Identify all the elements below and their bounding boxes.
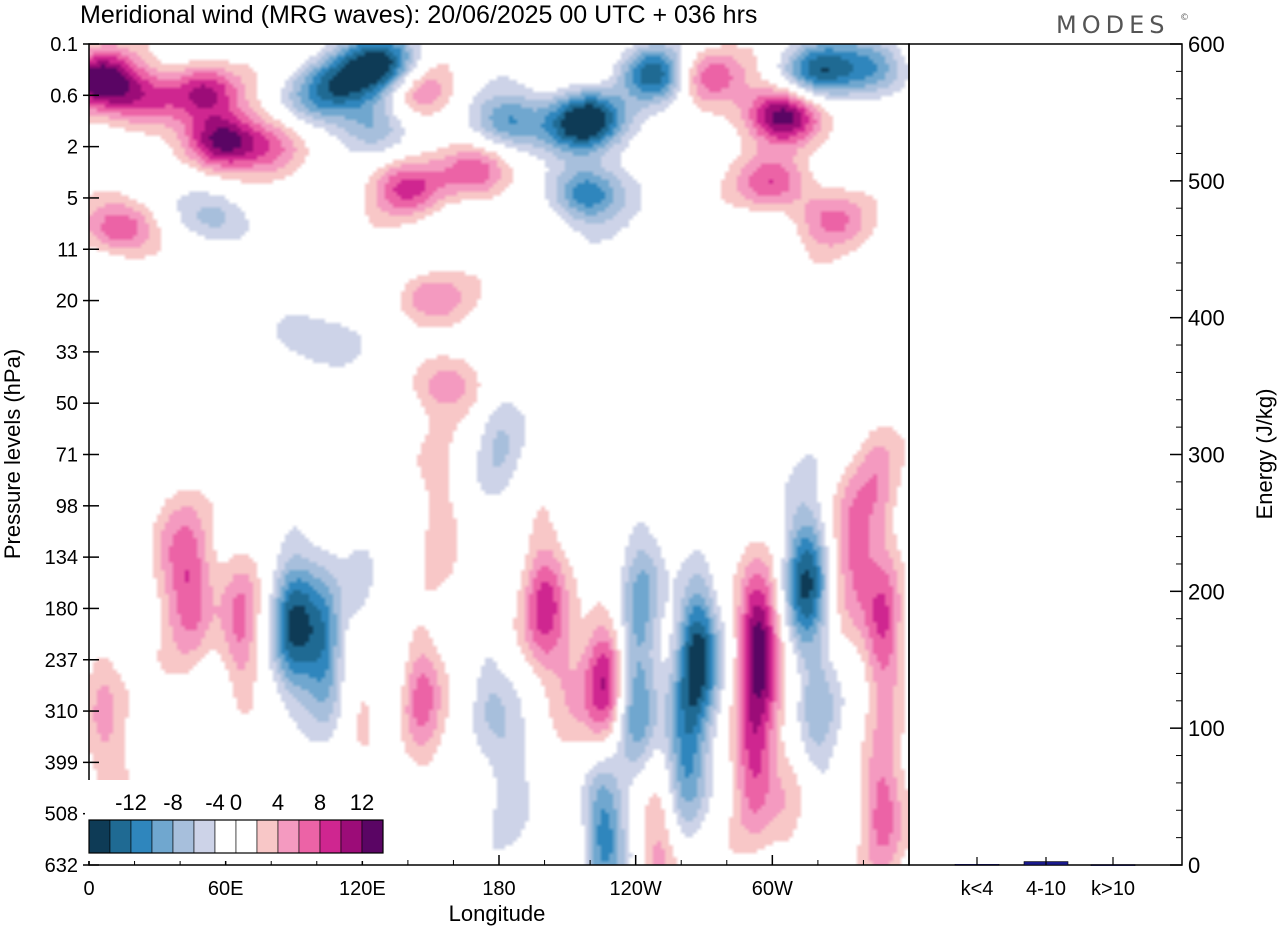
y-tick-label: 310 [45,701,78,723]
y-tick-label: 0.1 [50,34,78,56]
y-tick-label: 33 [56,342,78,364]
y-tick-label: 71 [56,445,78,467]
x-axis-label: Longitude [449,901,546,926]
energy-tick-label: 0 [1188,853,1200,878]
colorbar-label: 8 [314,790,326,815]
colorbar-labels: -12 -8 -4 0 4 8 12 [115,790,374,815]
energy-tick-label: 500 [1188,169,1225,194]
y-tick-label: 508 [45,804,78,826]
y-tick-label: 399 [45,752,78,774]
energy-tick-label: 300 [1188,443,1225,468]
y-tick-label: 134 [45,547,78,569]
y-tick-label: 5 [67,188,78,210]
colorbar-cell [172,819,195,854]
energy-bars [954,861,1136,866]
energy-tick-label: 400 [1188,306,1225,331]
x-tick-label: 180 [482,878,515,900]
colorbar-cell [88,819,111,854]
colorbar-label: 0 [230,790,242,815]
colorbar-label: 12 [350,790,374,815]
colorbar-cell [256,819,279,854]
y-tick-label: 98 [56,496,78,518]
colorbar-cell [151,819,174,854]
y-tick-label: 237 [45,650,78,672]
energy-bar-chart: 0 100 200 300 400 500 600 k<4 4-10 k>10 Energy (… [908,32,1277,900]
colorbar-cell [319,819,342,854]
colorbar-cell [361,819,384,854]
modes-logo: MODES © [1056,11,1189,39]
energy-y-axis: 0 100 200 300 400 500 600 [1170,32,1225,878]
colorbar-cell [277,819,300,854]
energy-cat-label: k<4 [961,878,994,900]
colorbar-cell [193,819,216,854]
colorbar-cell [298,819,321,854]
energy-tick-label: 100 [1188,716,1225,741]
energy-axis-label: Energy (J/kg) [1252,389,1277,520]
colorbar-label: 4 [272,790,284,815]
y-tick-label: 50 [56,393,78,415]
y-tick-label: 180 [45,598,78,620]
energy-tick-label: 600 [1188,32,1225,57]
energy-frame [908,43,1183,866]
x-tick-label: 60W [752,878,793,900]
y-tick-label: 632 [45,855,78,877]
colorbar-label: -8 [163,790,183,815]
x-tick-label: 60E [208,878,244,900]
colorbar-cells [88,819,384,854]
colorbar-label: -4 [205,790,225,815]
x-tick-label: 0 [83,878,94,900]
colorbar-cell [340,819,363,854]
logo-text: MODES [1056,11,1169,39]
y-tick-label: 11 [57,239,78,261]
colorbar-label: -12 [115,790,147,815]
y-tick-label: 0.6 [50,85,78,107]
energy-x-axis: k<4 4-10 k>10 [961,857,1135,900]
energy-cat-label: 4-10 [1026,878,1066,900]
energy-cat-label: k>10 [1091,878,1135,900]
colorbar-cell [235,819,258,854]
energy-tick-label: 200 [1188,579,1225,604]
heatmap-plot [88,43,910,866]
x-axis: 0 60E 120E 180 120W 60W [83,855,864,900]
colorbar-legend: -12 -8 -4 0 4 8 12 [85,780,384,861]
colorbar-cell [214,819,237,854]
colorbar-border [88,819,384,854]
y-axis-label: Pressure levels (hPa) [0,349,25,559]
chart-title: Meridional wind (MRG waves): 20/06/2025 … [80,1,757,29]
y-tick-label: 2 [67,137,78,159]
y-tick-label: 20 [56,291,78,313]
x-tick-label: 120W [610,878,662,900]
colorbar-cell [130,819,153,854]
x-tick-label: 120E [339,878,386,900]
logo-mark: © [1180,13,1189,23]
colorbar-cell [109,819,132,854]
y-axis: 0.1 0.6 2 5 11 20 33 50 71 98 134 180 237 310 399 508 63… [45,34,99,877]
heatmap-contours [89,44,909,865]
